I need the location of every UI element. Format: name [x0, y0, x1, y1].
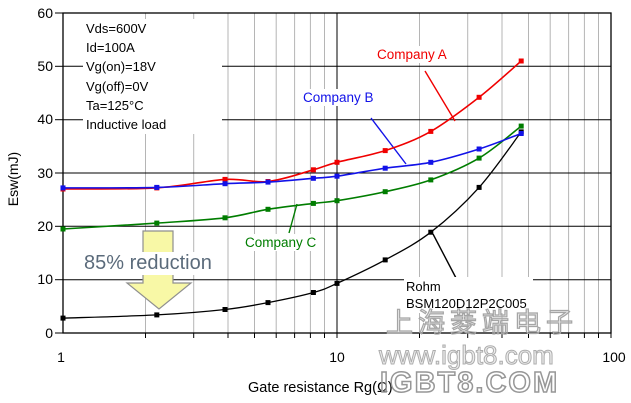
x-axis-title: Gate resistance Rg(Ω) [248, 380, 393, 396]
y-tick-label: 50 [37, 58, 53, 74]
y-tick-label: 20 [37, 218, 53, 234]
x-tick-label: 10 [329, 349, 345, 365]
rohm-name: Rohm [406, 279, 441, 294]
condition-line: Id=100A [86, 40, 135, 56]
x-tick-label: 1 [57, 349, 65, 365]
y-tick-label: 0 [45, 325, 53, 341]
test-conditions-block: Vds=600V Id=100A Vg(on)=18V Vg(off)=0V T… [83, 19, 222, 135]
y-tick-label: 10 [37, 271, 53, 287]
series-label-company-a: Company A [373, 46, 451, 63]
series-label-rohm: Rohm BSM120D12P2C005 [404, 277, 533, 313]
x-tick-label: 100 [602, 349, 626, 365]
series-label-company-b: Company B [299, 89, 378, 106]
y-tick-label: 40 [37, 111, 53, 127]
condition-line: Inductive load [86, 117, 167, 133]
series-label-company-c: Company C [241, 234, 321, 251]
rohm-part-number: BSM120D12P2C005 [406, 296, 527, 311]
reduction-annotation: 85% reduction [80, 252, 216, 275]
y-tick-label: 60 [37, 5, 53, 21]
y-axis-title: Esw(mJ) [5, 151, 21, 207]
condition-line: Vds=600V [86, 21, 147, 36]
y-tick-label: 30 [37, 165, 53, 181]
condition-line: Ta=125°C [86, 97, 144, 113]
condition-line: Vg(off)=0V [86, 78, 149, 94]
condition-line: Vg(on)=18V [86, 59, 156, 75]
